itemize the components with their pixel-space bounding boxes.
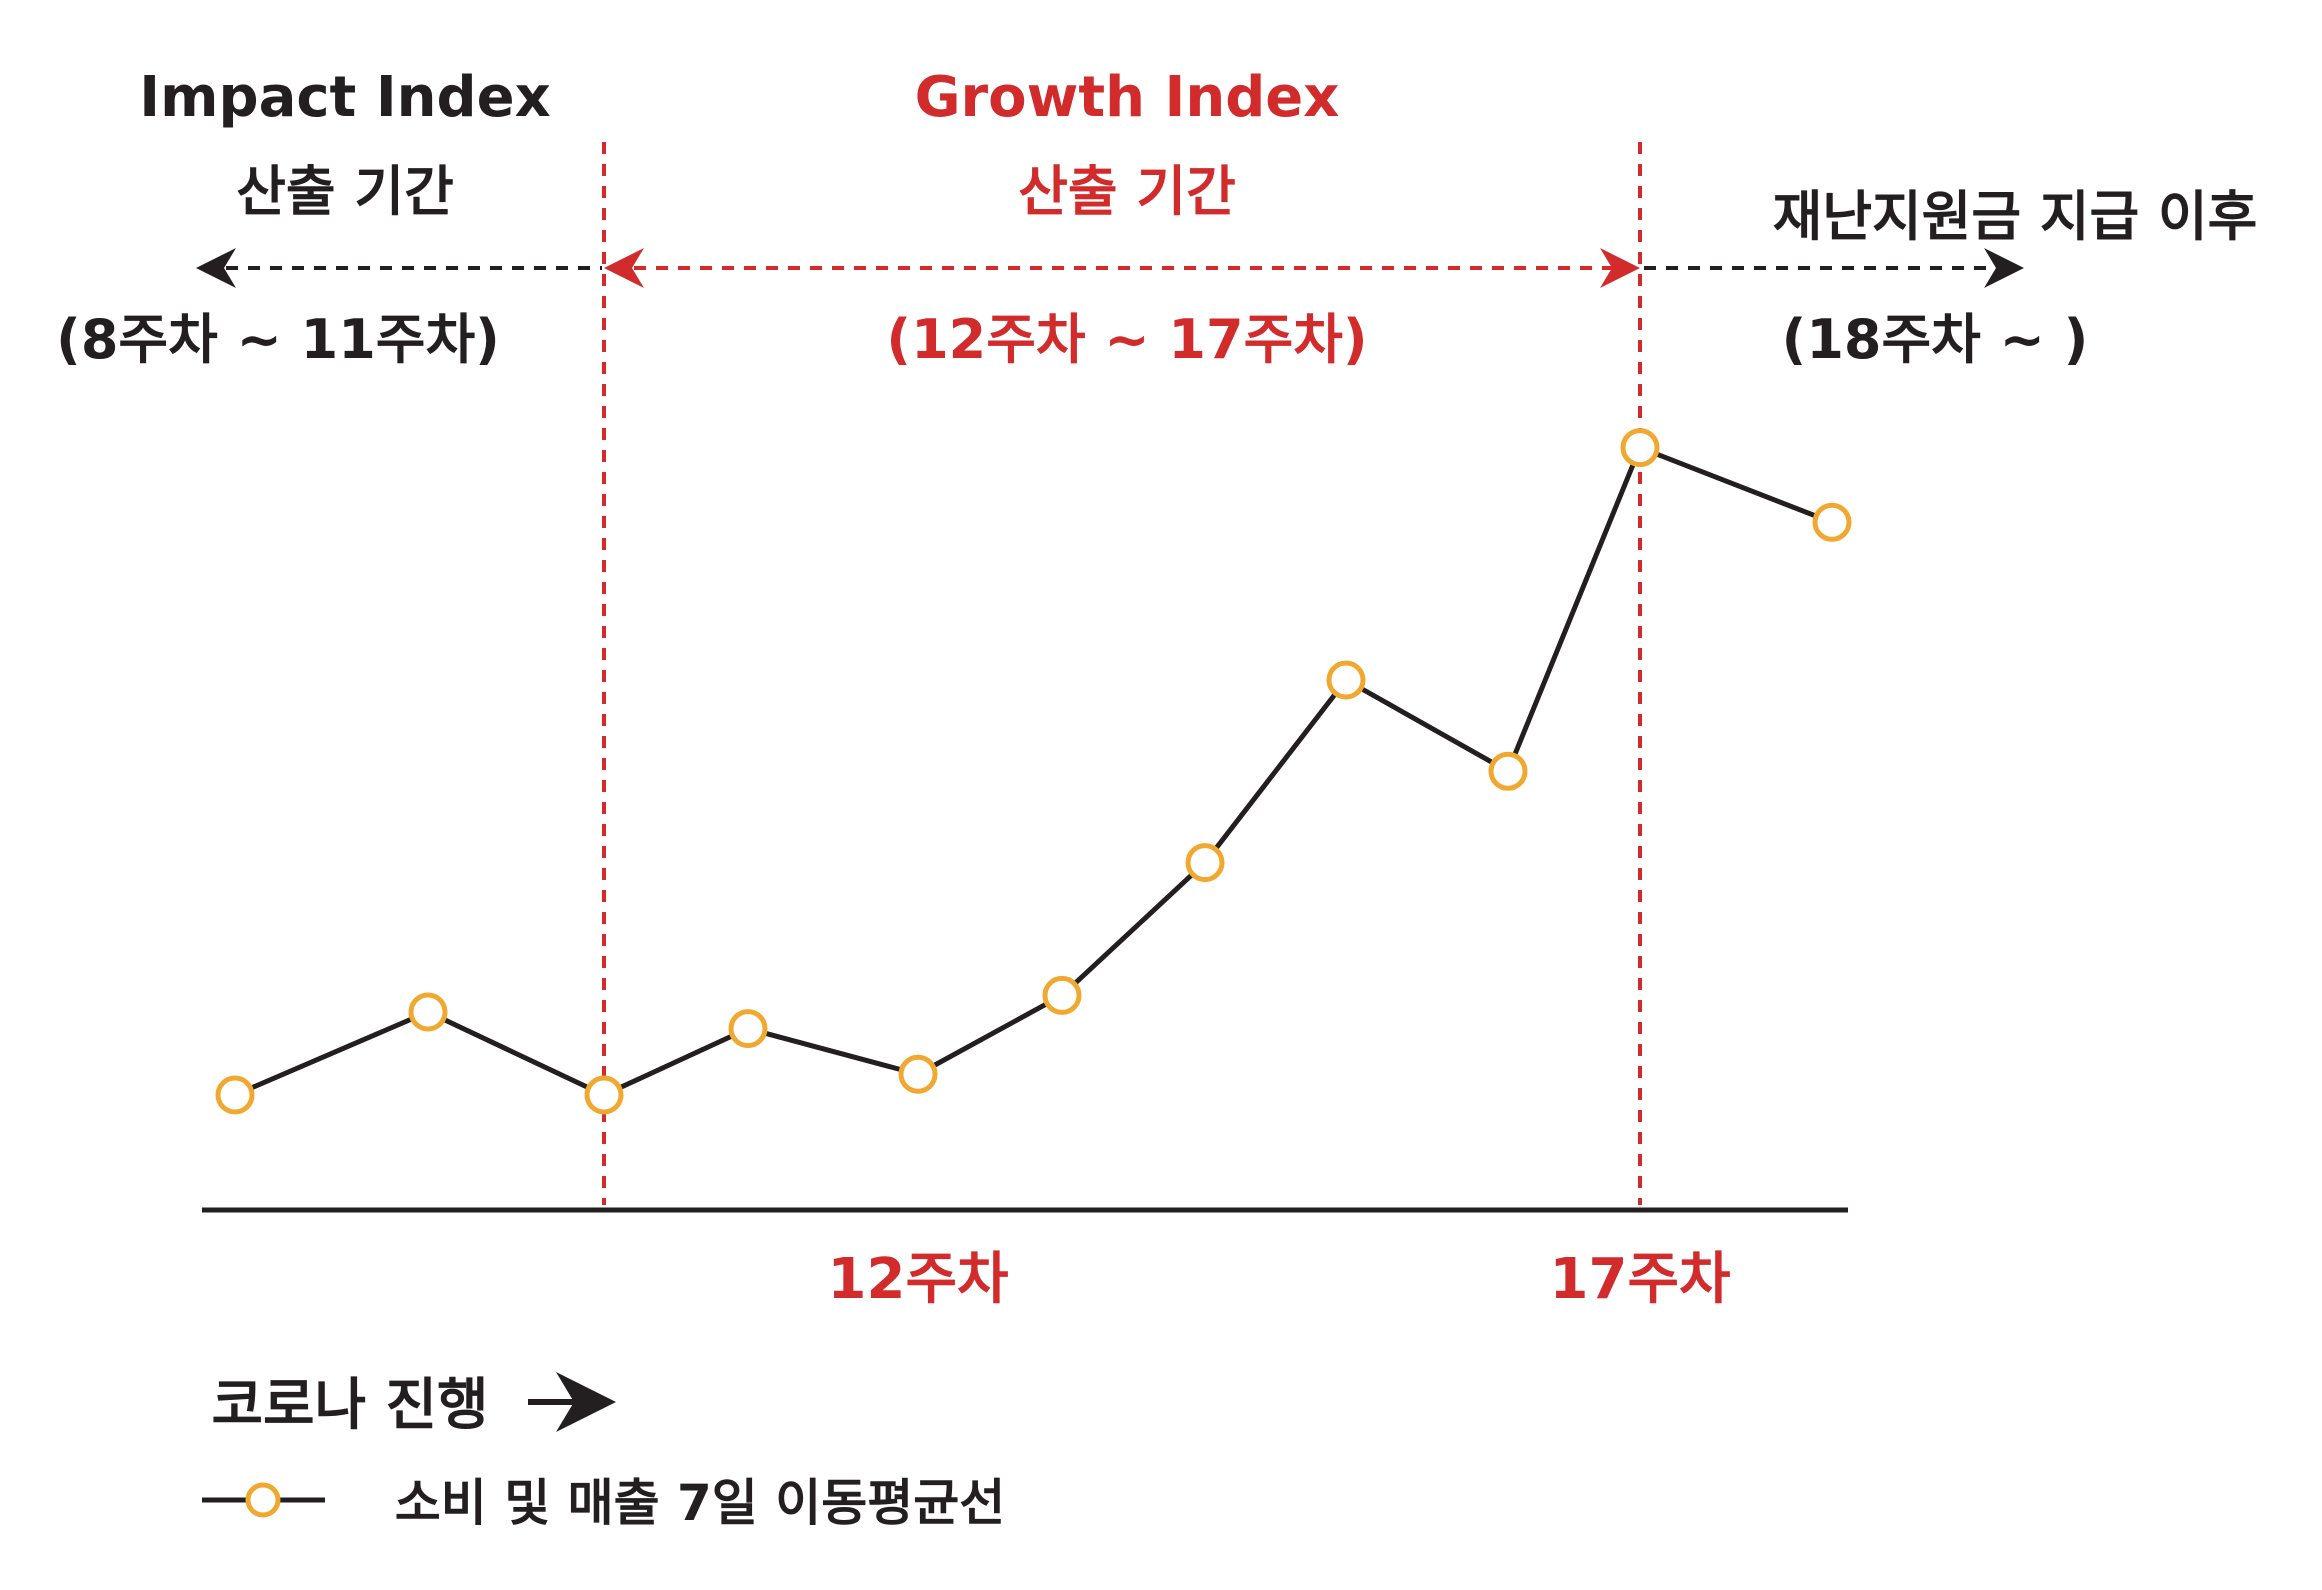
tick-label-17: 17주차: [1549, 1247, 1731, 1312]
data-point-week-10: [584, 1075, 624, 1115]
data-point-week-17: [1620, 428, 1660, 468]
data-point-week-15: [1326, 660, 1366, 700]
data-point-week-14: [1185, 843, 1225, 883]
impact-index-title: Impact Index: [139, 65, 551, 130]
series-layer: [215, 428, 1852, 1115]
legend-line-sample: [202, 1482, 325, 1518]
after-support-range: (18주차 ~ ): [1781, 308, 2089, 371]
x-axis-label: 코로나 진행: [211, 1373, 489, 1438]
growth-index-title: Growth Index: [914, 65, 1340, 130]
data-point-week-9: [408, 992, 448, 1032]
data-point-week-8: [215, 1075, 255, 1115]
data-point-week-18: [1812, 502, 1852, 542]
after-support-title: 재난지원금 지급 이후: [1772, 185, 2258, 248]
legend-marker-icon: [245, 1482, 281, 1518]
data-point-week-12: [898, 1054, 938, 1094]
series-line: [234, 445, 1833, 1098]
impact-index-subtitle: 산출 기간: [236, 160, 454, 223]
legend-series-label: 소비 및 매출 7일 이동평균선: [394, 1474, 1006, 1532]
data-point-week-13: [1042, 975, 1082, 1015]
growth-index-range: (12주차 ~ 17주차): [886, 308, 1368, 371]
growth-index-subtitle: 산출 기간: [1018, 160, 1236, 223]
impact-index-range: (8주차 ~ 11주차): [56, 308, 500, 371]
tick-label-12: 12주차: [827, 1247, 1009, 1312]
data-point-week-11: [728, 1009, 768, 1049]
data-point-week-16: [1488, 751, 1528, 791]
